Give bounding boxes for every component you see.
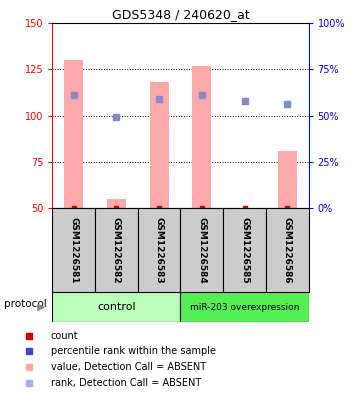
Bar [52,292,180,322]
Bar [52,208,95,292]
Bar [266,208,309,292]
Text: GSM1226581: GSM1226581 [69,217,78,283]
Bar [64,60,83,208]
Text: GSM1226584: GSM1226584 [197,217,206,283]
Bar [138,208,180,292]
Bar [192,66,212,208]
Text: control: control [97,302,136,312]
Bar [149,82,169,208]
Text: GSM1226585: GSM1226585 [240,217,249,283]
Title: GDS5348 / 240620_at: GDS5348 / 240620_at [112,7,249,20]
Text: GSM1226586: GSM1226586 [283,217,292,283]
Text: GSM1226583: GSM1226583 [155,217,164,283]
Text: rank, Detection Call = ABSENT: rank, Detection Call = ABSENT [51,378,201,387]
Bar [180,208,223,292]
Bar [278,151,297,208]
Text: count: count [51,331,78,341]
Text: value, Detection Call = ABSENT: value, Detection Call = ABSENT [51,362,206,372]
Text: GSM1226582: GSM1226582 [112,217,121,283]
Bar [107,199,126,208]
Text: protocol: protocol [4,299,47,309]
Bar [223,208,266,292]
Bar [180,292,309,322]
Text: percentile rank within the sample: percentile rank within the sample [51,347,216,356]
Text: miR-203 overexpression: miR-203 overexpression [190,303,299,312]
Bar [95,208,138,292]
